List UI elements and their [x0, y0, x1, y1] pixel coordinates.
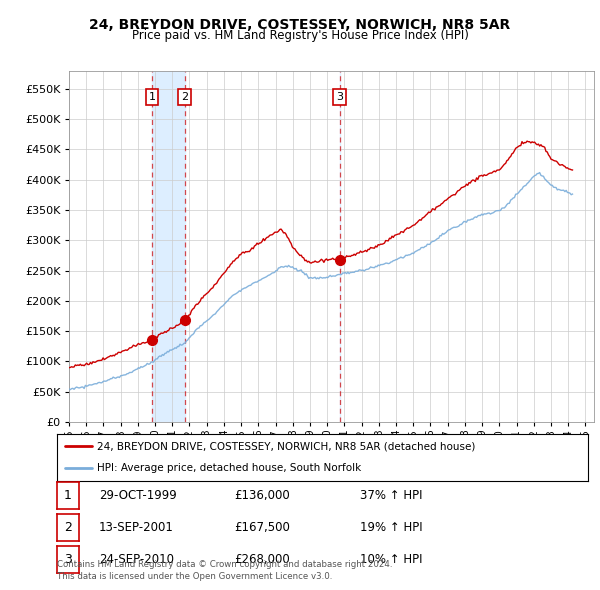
Text: 24, BREYDON DRIVE, COSTESSEY, NORWICH, NR8 5AR (detached house): 24, BREYDON DRIVE, COSTESSEY, NORWICH, N… — [97, 441, 475, 451]
Text: 10% ↑ HPI: 10% ↑ HPI — [360, 553, 422, 566]
Text: 1: 1 — [64, 489, 72, 502]
Text: Contains HM Land Registry data © Crown copyright and database right 2024.
This d: Contains HM Land Registry data © Crown c… — [57, 560, 392, 581]
Text: 3: 3 — [64, 553, 72, 566]
Text: 19% ↑ HPI: 19% ↑ HPI — [360, 521, 422, 534]
Text: 24-SEP-2010: 24-SEP-2010 — [99, 553, 174, 566]
Text: 24, BREYDON DRIVE, COSTESSEY, NORWICH, NR8 5AR: 24, BREYDON DRIVE, COSTESSEY, NORWICH, N… — [89, 18, 511, 32]
Text: £167,500: £167,500 — [234, 521, 290, 534]
Text: Price paid vs. HM Land Registry's House Price Index (HPI): Price paid vs. HM Land Registry's House … — [131, 30, 469, 42]
Text: 13-SEP-2001: 13-SEP-2001 — [99, 521, 174, 534]
Text: 3: 3 — [336, 92, 343, 102]
Text: 37% ↑ HPI: 37% ↑ HPI — [360, 489, 422, 502]
Text: HPI: Average price, detached house, South Norfolk: HPI: Average price, detached house, Sout… — [97, 463, 361, 473]
Text: 29-OCT-1999: 29-OCT-1999 — [99, 489, 177, 502]
Bar — [152, 71, 185, 422]
Text: 1: 1 — [149, 92, 155, 102]
Text: 2: 2 — [181, 92, 188, 102]
Text: 2: 2 — [64, 521, 72, 534]
Text: £268,000: £268,000 — [234, 553, 290, 566]
Text: £136,000: £136,000 — [234, 489, 290, 502]
